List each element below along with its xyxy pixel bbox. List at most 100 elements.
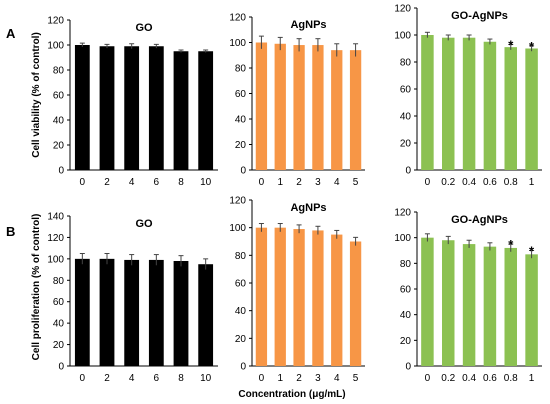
- bar: [74, 45, 90, 170]
- bar: [99, 46, 115, 170]
- bar: [274, 227, 286, 366]
- bar: [349, 50, 362, 170]
- y-tick-label: 100: [394, 233, 411, 244]
- y-tick-label: 20: [235, 140, 247, 151]
- x-tick-label: 6: [154, 177, 160, 188]
- y-tick-label: 20: [53, 340, 65, 351]
- x-tick-label: 6: [154, 373, 160, 384]
- y-tick-label: 80: [400, 259, 412, 270]
- panel-title: GO-AgNPs: [451, 10, 508, 22]
- y-tick-label: 60: [53, 297, 65, 308]
- y-tick-label: 100: [229, 38, 246, 49]
- significance-marker: *: [529, 244, 535, 259]
- panel-title: GO: [135, 218, 153, 230]
- y-tick-label: 60: [400, 285, 412, 296]
- figure-xlabel: Concentration (μg/mL): [238, 389, 345, 400]
- bar: [462, 37, 476, 171]
- x-tick-label: 0.8: [504, 373, 518, 384]
- y-tick-label: 40: [235, 306, 247, 317]
- y-tick-label: 20: [400, 336, 412, 347]
- y-tick-label: 60: [53, 91, 65, 102]
- bar: [255, 227, 268, 366]
- x-tick-label: 0.4: [462, 373, 476, 384]
- y-tick-label: 80: [400, 58, 412, 69]
- row-a-label: A: [6, 26, 16, 41]
- bar: [525, 254, 538, 366]
- y-tick-label: 80: [235, 251, 247, 262]
- x-tick-label: 8: [178, 373, 184, 384]
- chart-panel-a-agnps: 0 20 40 60 80 100 120 AgNPs 0 1 2 3 4 5: [229, 13, 365, 188]
- bar: [421, 237, 434, 366]
- y-tick-label: 40: [235, 115, 247, 126]
- x-tick-label: 3: [315, 177, 321, 188]
- x-tick-label: 0: [259, 177, 265, 188]
- bar: [255, 42, 268, 170]
- bar: [349, 241, 362, 366]
- y-tick-label: 60: [400, 85, 412, 96]
- panel-title: GO-AgNPs: [451, 214, 508, 226]
- x-tick-label: 0.6: [483, 177, 497, 188]
- x-tick-label: 3: [315, 373, 321, 384]
- x-tick-label: 5: [353, 177, 359, 188]
- bar: [198, 51, 214, 170]
- y-tick-label: 100: [47, 41, 64, 52]
- y-tick-label: 140: [47, 212, 64, 223]
- y-tick-label: 120: [394, 208, 411, 219]
- x-tick-label: 0: [80, 373, 86, 384]
- y-tick-label: 80: [53, 276, 65, 287]
- x-tick-label: 0: [425, 373, 431, 384]
- panel-title: GO: [135, 22, 153, 34]
- significance-marker: *: [508, 237, 514, 252]
- chart-panel-b-go-agnps: 0 20 40 60 80 100 120 GO-AgNPs 0 0.2 0.4 0.6 0.8 * 1 *: [394, 208, 542, 384]
- bar: [331, 50, 343, 170]
- bar: [504, 47, 517, 170]
- significance-marker: *: [508, 37, 514, 52]
- x-tick-label: 5: [353, 373, 359, 384]
- y-tick-label: 20: [235, 334, 247, 345]
- bar: [74, 258, 90, 366]
- y-tick-label: 100: [394, 31, 411, 42]
- bar: [148, 46, 164, 170]
- bar: [198, 264, 214, 366]
- y-tick-label: 0: [240, 166, 246, 177]
- x-tick-label: 10: [200, 177, 212, 188]
- bar: [124, 259, 140, 366]
- y-tick-label: 120: [229, 13, 246, 24]
- bar: [504, 247, 517, 366]
- chart-panel-b-go: 0 20 40 60 80 100 120 140 GO 0 2 4 6 8 10: [47, 212, 218, 384]
- bar: [148, 259, 164, 366]
- x-tick-label: 2: [296, 373, 302, 384]
- y-tick-label: 80: [235, 64, 247, 75]
- bar: [421, 35, 434, 170]
- x-tick-label: 1: [277, 177, 283, 188]
- bar: [173, 51, 189, 170]
- x-tick-label: 4: [129, 373, 135, 384]
- y-tick-label: 0: [58, 362, 64, 373]
- y-tick-label: 20: [400, 139, 412, 150]
- chart-panel-a-go-agnps: 0 20 40 60 80 100 120 GO-AgNPs 0 0.2 0.4 0.6 0.8 * 1 *: [394, 4, 542, 188]
- x-tick-label: 4: [129, 177, 135, 188]
- y-tick-label: 120: [394, 4, 411, 15]
- x-tick-label: 0: [425, 177, 431, 188]
- bar: [483, 246, 497, 366]
- y-tick-label: 0: [58, 166, 64, 177]
- x-tick-label: 0: [80, 177, 86, 188]
- panel-title: AgNPs: [290, 202, 326, 214]
- y-tick-label: 40: [53, 116, 65, 127]
- x-tick-label: 2: [104, 177, 110, 188]
- chart-panel-b-agnps: 0 20 40 60 80 100 120 AgNPs 0 1 2 3 4 5: [229, 196, 365, 384]
- y-tick-label: 40: [400, 112, 412, 123]
- row-b-ylabel: Cell proliferation (% of control): [31, 214, 42, 361]
- y-tick-label: 120: [229, 196, 246, 207]
- row-b-label: B: [6, 224, 15, 239]
- y-tick-label: 40: [400, 310, 412, 321]
- bar: [483, 41, 497, 170]
- bar: [525, 48, 538, 170]
- bar: [331, 234, 343, 366]
- x-tick-label: 10: [200, 373, 212, 384]
- bar: [173, 261, 189, 366]
- x-tick-label: 0.6: [483, 373, 497, 384]
- x-tick-label: 2: [104, 373, 110, 384]
- bar: [312, 230, 324, 366]
